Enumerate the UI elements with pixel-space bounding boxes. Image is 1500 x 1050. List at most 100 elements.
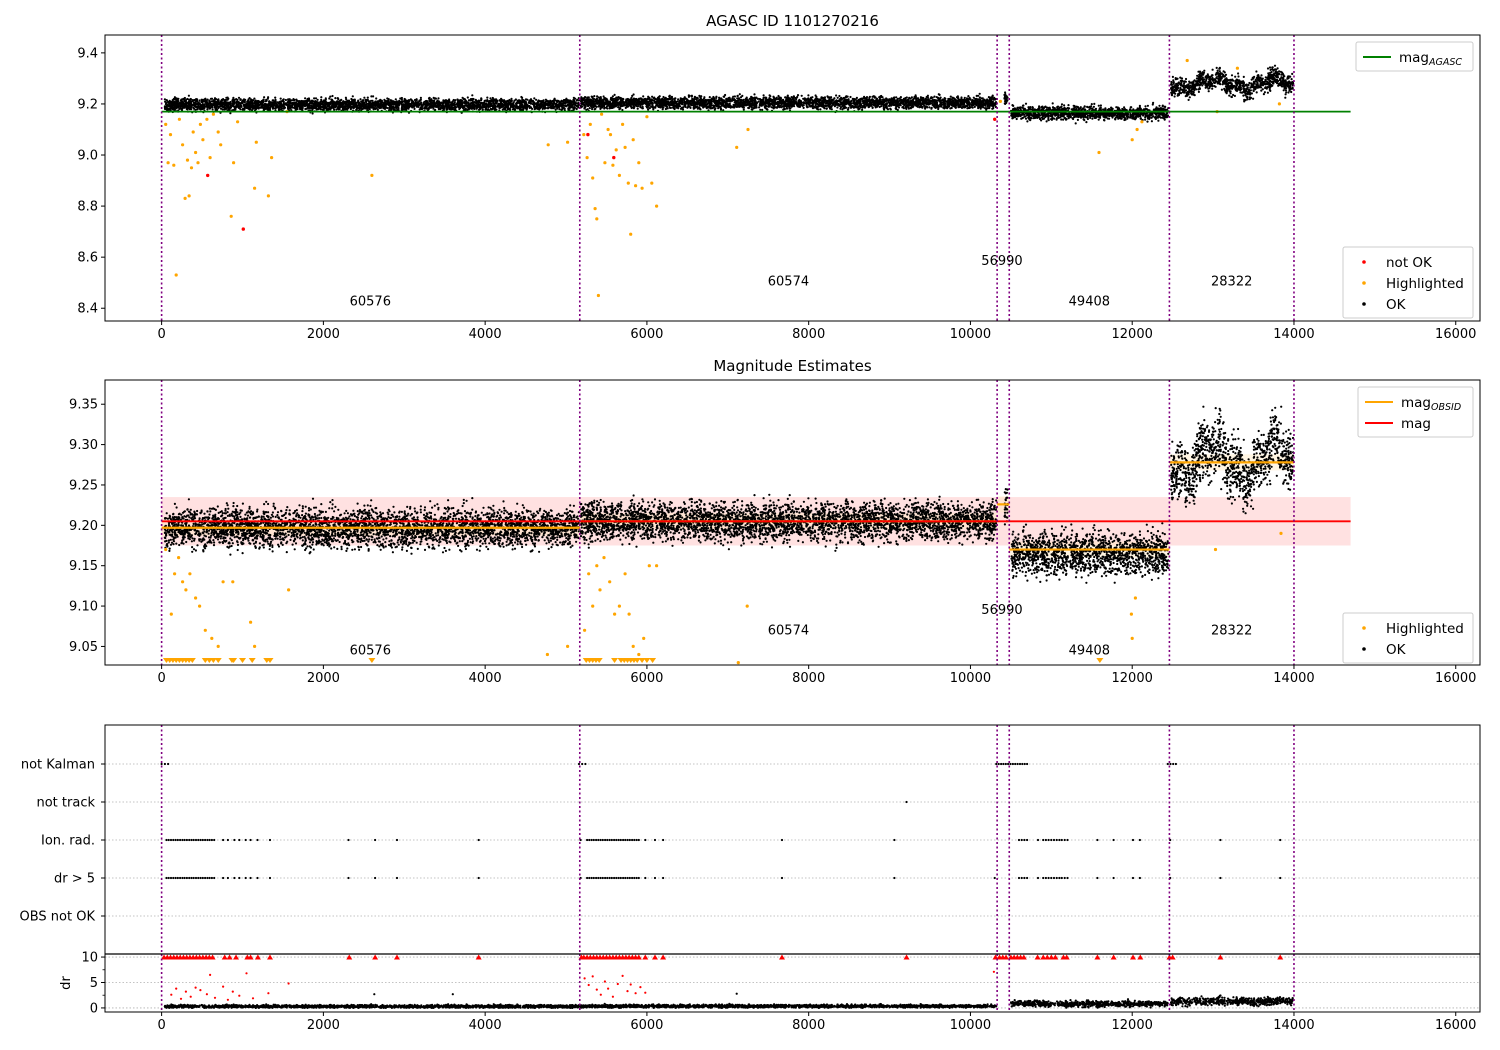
ok-point xyxy=(355,108,358,111)
ok-point xyxy=(320,96,323,99)
ok-point xyxy=(199,108,202,111)
ok-point xyxy=(295,98,298,101)
ok-point xyxy=(577,103,580,106)
ok-point xyxy=(279,100,282,103)
ok-point xyxy=(358,104,361,107)
ok-point xyxy=(229,101,232,105)
ok-point xyxy=(280,106,283,109)
ok-point xyxy=(575,107,578,111)
ok-point xyxy=(324,98,327,101)
ok-point xyxy=(713,108,716,111)
ok-point xyxy=(274,105,277,108)
ok-point xyxy=(390,100,393,103)
ok-point xyxy=(431,105,434,109)
ok-point xyxy=(400,98,403,101)
ok-point xyxy=(536,105,539,108)
ok-point xyxy=(561,108,564,111)
ok-point xyxy=(508,98,511,102)
ok-point xyxy=(183,105,186,108)
ok-point xyxy=(262,104,265,107)
ok-point xyxy=(179,99,182,102)
ok-point xyxy=(417,104,420,107)
ok-point xyxy=(202,106,205,109)
ok-point xyxy=(446,99,449,103)
ok-point xyxy=(237,96,241,99)
ok-point xyxy=(390,105,394,109)
ok-point xyxy=(194,101,197,104)
ok-point xyxy=(861,108,864,111)
ok-point xyxy=(926,96,930,99)
ok-point xyxy=(576,105,579,108)
ok-point xyxy=(183,96,186,100)
ok-point xyxy=(300,102,303,105)
ok-point xyxy=(253,97,256,100)
ok-point xyxy=(420,101,423,104)
ok-point xyxy=(759,108,762,111)
ok-point xyxy=(543,105,546,108)
ok-point xyxy=(357,101,360,104)
ok-point xyxy=(282,98,285,101)
ok-point xyxy=(175,107,178,110)
ok-point xyxy=(311,112,314,115)
ok-point xyxy=(610,99,613,102)
ok-point xyxy=(681,108,685,111)
ok-point xyxy=(303,103,306,107)
ok-point xyxy=(409,98,412,101)
ok-point xyxy=(742,108,745,111)
ok-point xyxy=(500,101,503,104)
ok-point xyxy=(504,100,507,103)
ok-point xyxy=(220,103,223,106)
ok-point xyxy=(477,99,480,102)
ok-point xyxy=(250,99,253,102)
ok-point xyxy=(165,99,168,102)
ok-point xyxy=(271,99,274,102)
ok-point xyxy=(380,106,383,109)
ok-point xyxy=(836,106,839,109)
ok-point xyxy=(333,103,336,106)
ok-point xyxy=(349,107,352,110)
ok-point xyxy=(495,98,498,101)
ok-point xyxy=(388,107,391,110)
ok-point xyxy=(519,102,522,105)
ok-point xyxy=(335,102,339,105)
ok-point xyxy=(419,96,422,99)
ok-point xyxy=(467,103,470,106)
ok-point xyxy=(334,97,337,100)
ok-point xyxy=(489,104,492,107)
ok-point xyxy=(458,107,461,111)
ok-point xyxy=(220,98,223,101)
ok-point xyxy=(527,101,531,104)
ok-point xyxy=(339,104,342,107)
ok-point xyxy=(490,100,493,103)
ok-point xyxy=(386,106,389,110)
ok-point xyxy=(203,98,206,101)
ok-point xyxy=(732,103,735,106)
ok-point xyxy=(243,108,246,111)
ok-point xyxy=(247,98,250,101)
ok-point xyxy=(254,100,257,103)
ok-point xyxy=(191,104,195,107)
ok-point xyxy=(307,103,310,106)
ok-point xyxy=(480,98,483,101)
ok-point xyxy=(563,101,566,104)
ok-point xyxy=(466,96,469,99)
ok-point xyxy=(924,107,927,110)
ok-point xyxy=(447,102,450,105)
ok-point xyxy=(212,103,215,107)
ok-point xyxy=(225,103,228,106)
ok-point xyxy=(375,97,378,100)
ok-point xyxy=(200,100,203,103)
ok-point xyxy=(329,95,332,98)
ok-point xyxy=(565,97,568,100)
ok-point xyxy=(298,105,301,108)
ok-point xyxy=(538,108,541,111)
ok-point xyxy=(234,107,237,110)
ok-point xyxy=(341,104,344,107)
ok-point xyxy=(278,106,281,110)
ok-point xyxy=(344,96,347,99)
ok-point xyxy=(453,101,456,104)
ok-point xyxy=(314,105,317,108)
ok-point xyxy=(366,96,369,99)
ok-point xyxy=(465,102,468,105)
ok-point xyxy=(506,106,509,109)
